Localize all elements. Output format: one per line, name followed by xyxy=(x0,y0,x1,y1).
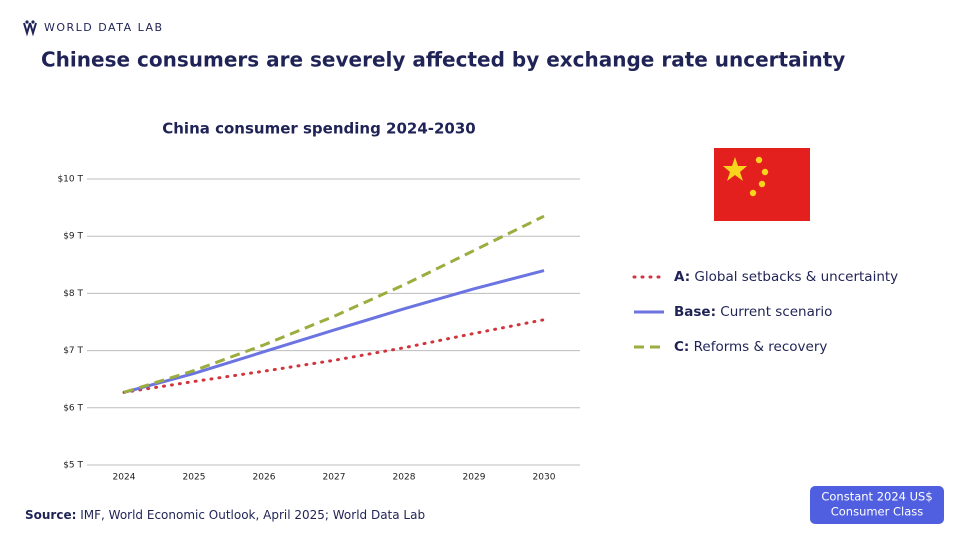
legend-text: Reforms & recovery xyxy=(694,339,828,355)
source-text: IMF, World Economic Outlook, April 2025;… xyxy=(80,508,425,522)
legend-label: C: Reforms & recovery xyxy=(674,339,827,355)
legend-name: C: xyxy=(674,339,689,355)
y-tick-label: $8 T xyxy=(63,289,83,299)
source-label: Source: xyxy=(25,508,76,522)
legend-text: Global setbacks & uncertainty xyxy=(694,269,898,285)
legend-name: A: xyxy=(674,269,690,285)
flag xyxy=(714,148,810,221)
x-tick-label: 2024 xyxy=(113,473,136,483)
badge xyxy=(810,486,944,524)
x-tick-label: 2029 xyxy=(463,473,486,483)
series-line xyxy=(123,214,545,394)
legend-label: Base: Current scenario xyxy=(674,304,832,320)
badge-line: Constant 2024 US$ xyxy=(821,490,932,504)
chart-title: China consumer spending 2024-2030 xyxy=(162,120,476,138)
brand-logo xyxy=(23,20,37,37)
x-tick-label: 2027 xyxy=(323,473,346,483)
brand: WORLD DATA LAB xyxy=(44,21,164,34)
y-tick-label: $5 T xyxy=(63,461,83,471)
source: Source: IMF, World Economic Outlook, Apr… xyxy=(25,508,425,522)
y-tick-label: $7 T xyxy=(63,346,83,356)
y-tick-label: $6 T xyxy=(63,403,83,413)
legend-name: Base: xyxy=(674,304,716,320)
x-tick-label: 2026 xyxy=(253,473,276,483)
legend-label: A: Global setbacks & uncertainty xyxy=(674,269,898,285)
legend-text: Current scenario xyxy=(720,304,832,320)
series-line xyxy=(122,318,546,394)
y-tick-label: $10 T xyxy=(57,175,83,185)
x-tick-label: 2028 xyxy=(393,473,416,483)
headline: Chinese consumers are severely affected … xyxy=(41,48,845,72)
x-tick-label: 2025 xyxy=(183,473,206,483)
series-line xyxy=(123,269,545,394)
badge-line: Consumer Class xyxy=(831,505,924,519)
y-tick-label: $9 T xyxy=(63,232,83,242)
x-tick-label: 2030 xyxy=(533,473,556,483)
